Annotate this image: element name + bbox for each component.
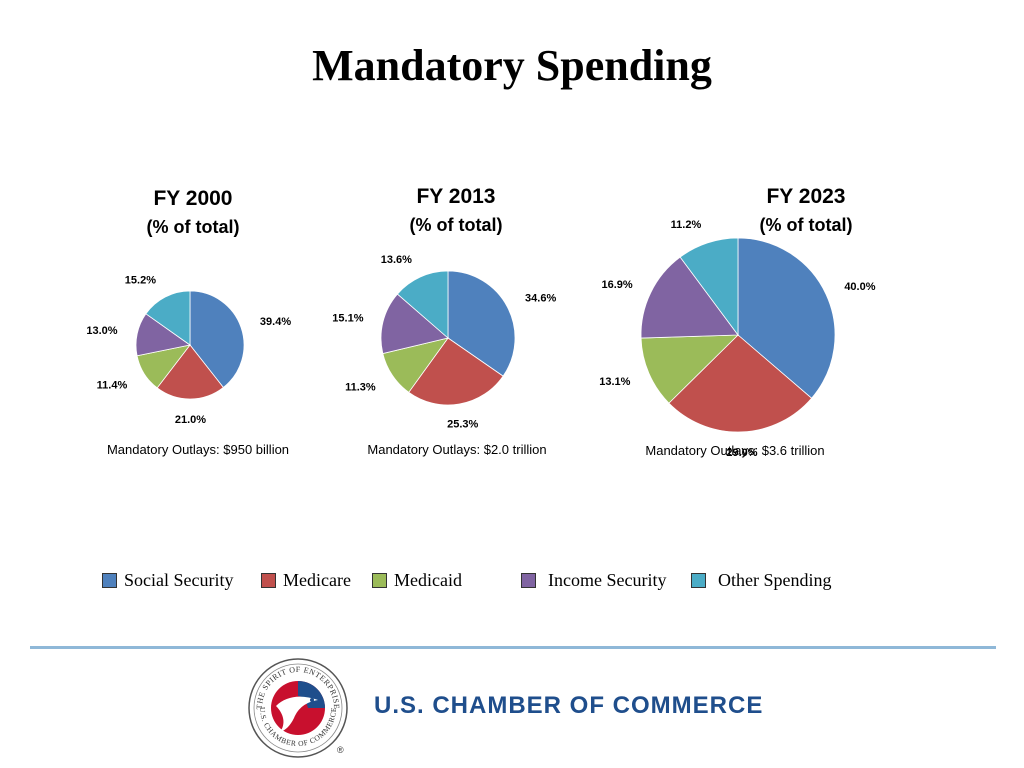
legend-swatch	[372, 573, 387, 588]
outlays-note-fy2013: Mandatory Outlays: $2.0 trillion	[367, 442, 547, 457]
legend-swatch	[521, 573, 536, 588]
legend-label: Income Security	[548, 570, 667, 590]
pie-value-label: 29.0%	[726, 447, 757, 459]
pie-value-label: 11.3%	[345, 381, 376, 393]
chamber-seal-logo: THE SPIRIT OF ENTERPRISE U.S. CHAMBER OF…	[248, 658, 348, 758]
pie-slice-social-security	[447, 270, 516, 377]
legend-label: Social Security	[124, 570, 234, 590]
pie-slice-medicare	[408, 337, 504, 406]
pie-title: FY 2000	[153, 187, 233, 210]
outlays-note-fy2023: Mandatory Outlays: $3.6 trillion	[645, 443, 825, 458]
pie-value-label: 34.6%	[525, 293, 556, 305]
pie-value-label: 13.0%	[86, 325, 117, 337]
pie-value-label: 40.0%	[844, 281, 875, 293]
footer-divider	[30, 646, 996, 649]
pie-slice-medicare	[668, 334, 813, 433]
legend-item-other-spending: Other Spending	[691, 570, 831, 591]
legend-item-medicaid: Medicaid	[372, 570, 462, 591]
pie-title: FY 2023	[766, 185, 846, 208]
legend-swatch	[691, 573, 706, 588]
legend-swatch	[102, 573, 117, 588]
pie-slice-income-security	[640, 256, 739, 339]
pie-slice-social-security	[737, 237, 836, 399]
brand-name: U.S. CHAMBER OF COMMERCE	[374, 692, 764, 719]
pie-title: FY 2013	[416, 185, 496, 208]
legend-item-medicare: Medicare	[261, 570, 351, 591]
registered-mark: ®	[337, 745, 344, 755]
pie-value-label: 39.4%	[260, 316, 291, 328]
pie-value-label: 13.6%	[381, 254, 412, 266]
pie-value-label: 15.2%	[125, 274, 156, 286]
pie-header-fy2023: FY 2023 (% of total)	[743, 183, 869, 239]
pie-subtitle: (% of total)	[146, 217, 240, 237]
pie-slice-income-security	[380, 293, 449, 355]
pie-value-label: 13.1%	[599, 376, 630, 388]
pie-slice-medicaid	[640, 334, 740, 404]
pie-subtitle: (% of total)	[409, 215, 503, 235]
legend-item-social-security: Social Security	[102, 570, 233, 591]
page-title: Mandatory Spending	[312, 41, 712, 90]
pie-value-label: 25.3%	[447, 419, 478, 431]
pie-subtitle: (% of total)	[759, 215, 853, 235]
pie-header-fy2013: FY 2013 (% of total)	[393, 183, 519, 239]
legend-label: Other Spending	[718, 570, 832, 590]
pie-value-label: 16.9%	[601, 279, 632, 291]
pie-slice-other-spending	[679, 237, 739, 337]
pie-value-label: 11.4%	[97, 379, 128, 391]
legend-swatch	[261, 573, 276, 588]
pie-slice-social-security	[189, 290, 245, 389]
outlays-note-fy2000: Mandatory Outlays: $950 billion	[106, 442, 290, 457]
pie-value-label: 21.0%	[175, 414, 206, 426]
pie-slice-other-spending	[145, 290, 191, 346]
legend-item-income-security: Income Security	[521, 570, 666, 591]
legend-label: Medicaid	[394, 570, 462, 590]
legend-label: Medicare	[283, 570, 351, 590]
pie-value-label: 11.2%	[671, 219, 702, 231]
pie-slice-medicare	[156, 344, 224, 400]
pie-slice-other-spending	[396, 270, 449, 339]
pie-header-fy2000: FY 2000 (% of total)	[130, 185, 256, 241]
pie-value-label: 15.1%	[332, 312, 363, 324]
